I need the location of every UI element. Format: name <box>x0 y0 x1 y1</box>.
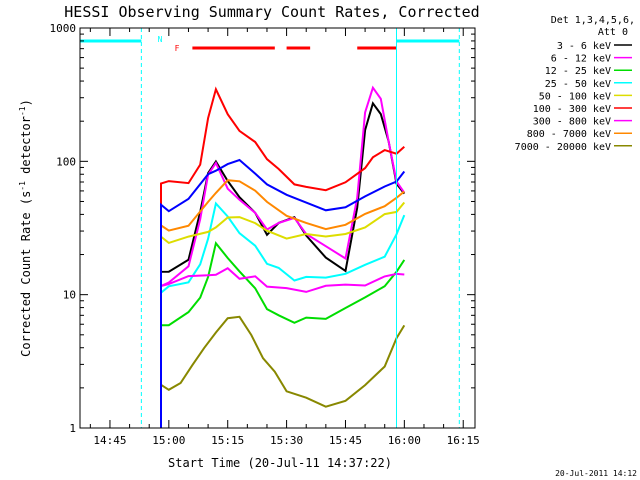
x-tick-label: 14:45 <box>93 434 126 447</box>
legend-header-1: Det 1,3,4,5,6, <box>551 15 635 26</box>
y-tick-label: 100 <box>56 155 76 168</box>
x-axis-label: Start Time (20-Jul-11 14:37:22) <box>168 456 392 470</box>
series-line <box>160 315 406 428</box>
x-tick-label: 15:00 <box>152 434 185 447</box>
night-flag-label: N <box>158 35 163 44</box>
marker-lines <box>140 28 460 428</box>
flare-flag-label: F <box>175 44 180 53</box>
series-line <box>160 201 406 428</box>
plot-frame <box>79 27 476 429</box>
y-tick-label: 1000 <box>50 22 77 35</box>
legend-label: 7000 - 20000 keV <box>515 142 611 153</box>
legend-label: 50 - 100 keV <box>539 91 611 102</box>
legend-label: 6 - 12 keV <box>551 54 611 65</box>
y-axis-label: Corrected Count Rate (s-1 detector-1) <box>18 99 33 357</box>
y-tick-label: 1 <box>69 422 76 435</box>
series-line <box>160 201 406 428</box>
legend: Det 1,3,4,5,6, Att 0 3 - 6 keV 6 - 12 keV… <box>515 15 635 153</box>
x-tick-label: 15:30 <box>270 434 303 447</box>
series-line <box>160 158 406 428</box>
series-line <box>160 101 406 428</box>
series-line <box>160 86 405 428</box>
axes: 1 10 100 1000 14:45 15:00 15:15 15:30 15:45 16:00… <box>50 22 480 447</box>
series-line <box>160 240 406 428</box>
series-line <box>160 179 405 428</box>
chart-title: HESSI Observing Summary Count Rates, Cor… <box>64 3 479 21</box>
legend-label: 300 - 800 keV <box>533 117 611 128</box>
legend-label: 100 - 300 keV <box>533 104 611 115</box>
legend-label: 25 - 50 keV <box>545 79 611 90</box>
legend-label: 800 - 7000 keV <box>527 129 611 140</box>
legend-label: 12 - 25 keV <box>545 66 611 77</box>
x-tick-label: 15:15 <box>211 434 244 447</box>
flag-bars <box>80 39 460 50</box>
series-line <box>160 85 406 428</box>
legend-header-2: Att 0 <box>598 27 628 38</box>
x-tick-label: 16:15 <box>447 434 480 447</box>
legend-label: 3 - 6 keV <box>557 41 611 52</box>
x-tick-label: 16:00 <box>388 434 421 447</box>
y-tick-label: 10 <box>63 289 76 302</box>
series-layer <box>160 85 406 428</box>
x-tick-label: 15:45 <box>329 434 362 447</box>
timestamp: 20-Jul-2011 14:12 <box>555 469 637 478</box>
series-line <box>160 266 405 428</box>
